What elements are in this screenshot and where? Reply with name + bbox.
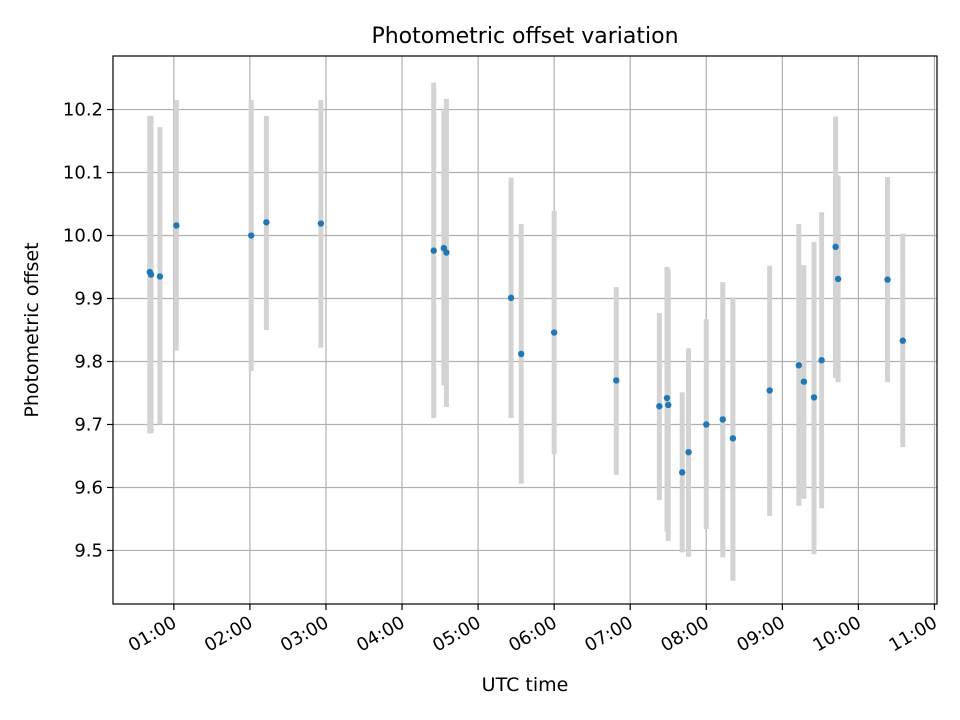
- y-tick-label: 9.7: [74, 414, 103, 435]
- chart-title: Photometric offset variation: [371, 24, 678, 49]
- y-tick-label: 10.0: [63, 226, 103, 247]
- y-tick-label: 9.8: [74, 351, 103, 372]
- data-point: [613, 377, 620, 384]
- y-tick-label: 9.5: [74, 540, 103, 561]
- y-tick-label: 9.6: [74, 477, 103, 498]
- x-tick-label: 01:00: [125, 612, 180, 656]
- data-point: [795, 362, 803, 369]
- y-tick-label: 10.2: [63, 100, 103, 121]
- data-point: [766, 387, 773, 394]
- x-tick-label: 09:00: [733, 612, 788, 656]
- data-point: [884, 276, 891, 283]
- data-point: [317, 220, 325, 227]
- data-point: [173, 222, 180, 229]
- data-point: [818, 357, 825, 364]
- x-tick-label: 06:00: [505, 612, 560, 656]
- data-point: [156, 273, 164, 280]
- data-point: [507, 294, 515, 302]
- data-point: [247, 232, 255, 239]
- x-tick-label: 04:00: [353, 612, 408, 656]
- data-point: [834, 275, 842, 283]
- data-point: [810, 394, 818, 401]
- data-point: [443, 249, 450, 256]
- data-point: [550, 329, 558, 336]
- y-tick-label: 10.1: [63, 163, 103, 184]
- y-tick-label: 9.9: [74, 289, 103, 310]
- plot-frame: [112, 55, 938, 605]
- data-point: [800, 378, 808, 385]
- data-point: [899, 337, 906, 344]
- data-point: [663, 394, 671, 402]
- data-point: [685, 448, 692, 456]
- data-point: [430, 247, 437, 254]
- data-point: [729, 435, 737, 442]
- x-tick-label: 10:00: [809, 612, 864, 656]
- x-tick-label: 05:00: [429, 612, 484, 656]
- data-point: [665, 401, 672, 409]
- data-point: [703, 421, 710, 428]
- x-tick-label: 02:00: [201, 612, 256, 656]
- y-axis-label: Photometric offset: [21, 242, 43, 417]
- data-point: [517, 350, 525, 358]
- data-point: [147, 271, 155, 278]
- data-point: [263, 219, 270, 226]
- data-point: [832, 243, 839, 251]
- data-point: [656, 403, 663, 410]
- data-point: [719, 416, 726, 423]
- x-tick-label: 11:00: [886, 612, 941, 656]
- data-point: [678, 469, 686, 476]
- x-tick-label: 03:00: [277, 612, 332, 656]
- x-axis-label: UTC time: [482, 674, 569, 696]
- x-tick-label: 07:00: [581, 612, 636, 656]
- x-tick-label: 08:00: [657, 612, 712, 656]
